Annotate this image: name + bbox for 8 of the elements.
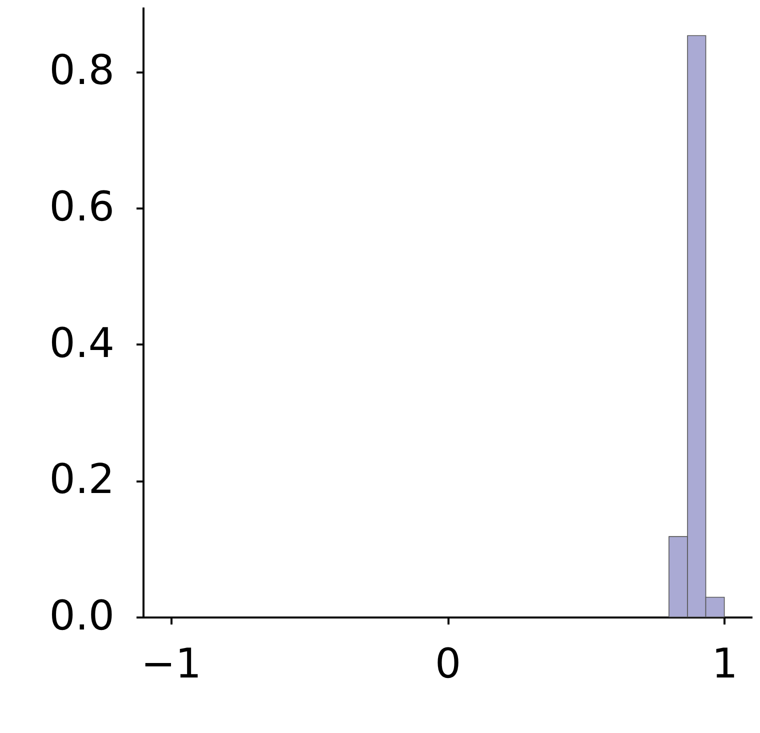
x-tick-label: −1 — [140, 640, 202, 688]
y-tick-label: 0.6 — [49, 182, 114, 231]
y-tick-label: 0.0 — [49, 592, 114, 640]
y-tick-label: 0.4 — [49, 318, 114, 367]
y-tick-label: 0.2 — [49, 455, 114, 504]
y-tick-label: 0.8 — [49, 46, 114, 94]
x-tick-label: 1 — [712, 640, 738, 688]
x-tick-label: 0 — [434, 640, 462, 688]
